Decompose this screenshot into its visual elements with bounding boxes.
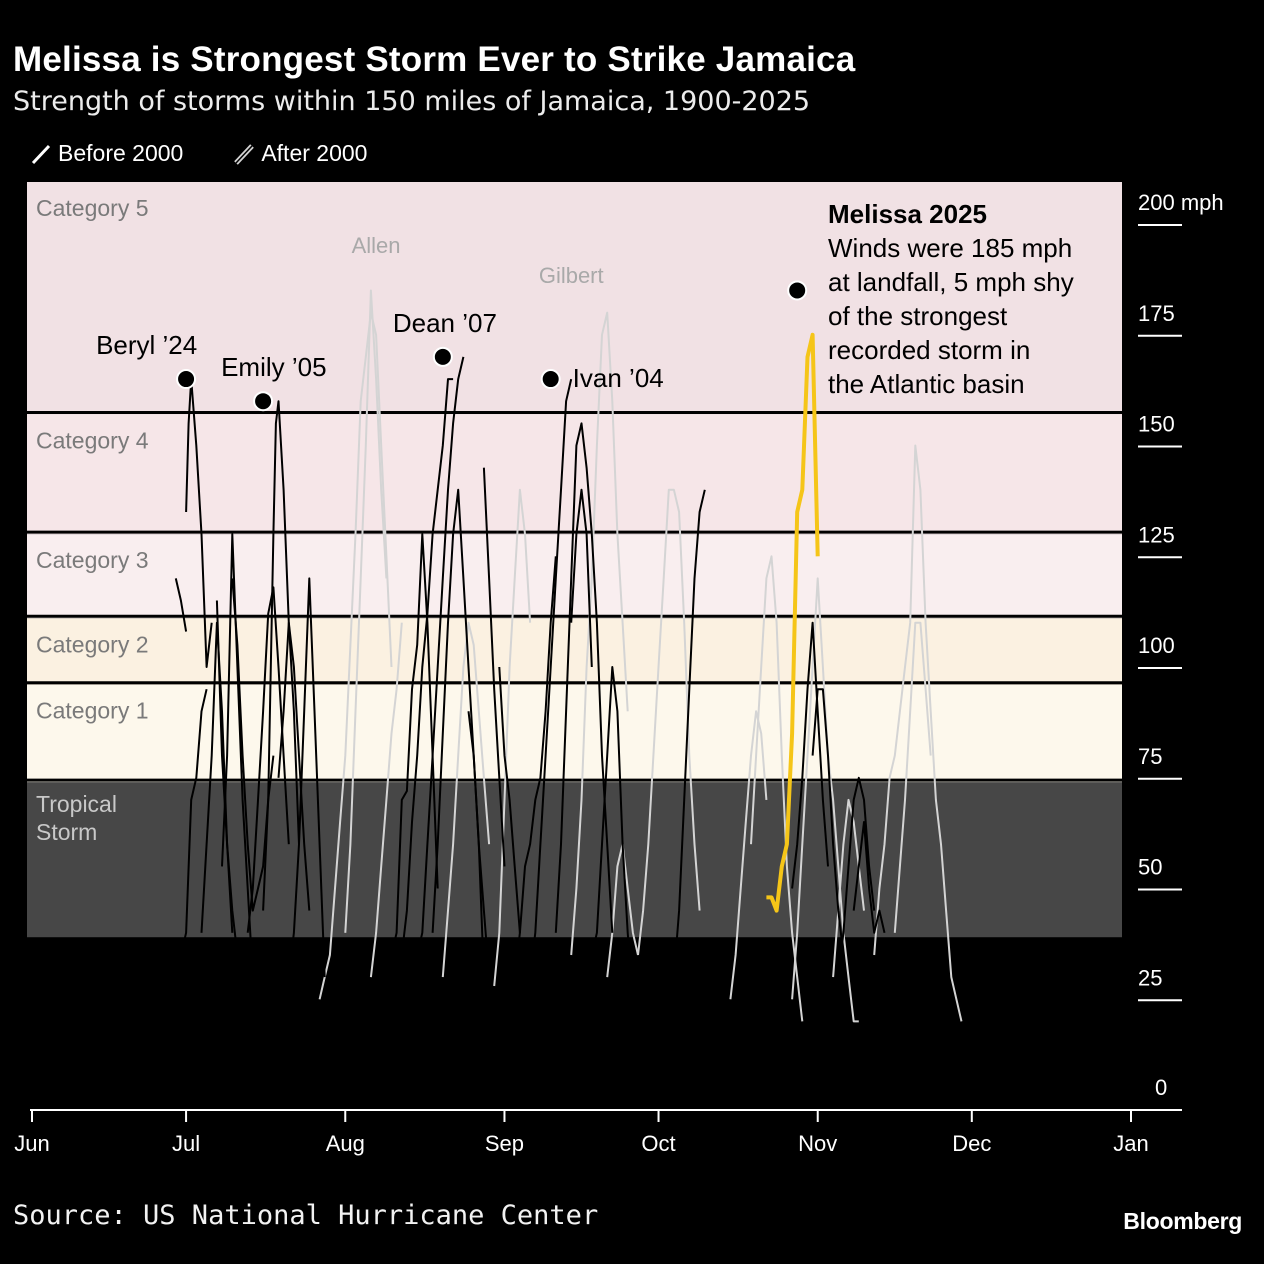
storm-track-before-2000 (852, 821, 886, 934)
band-label-word: Storm (36, 819, 97, 845)
storm-track-before-2000 (570, 488, 593, 668)
legend-label-after: After 2000 (261, 140, 368, 166)
y-tick-label: 175 (1138, 301, 1175, 326)
storm-track-before-2000 (236, 976, 274, 1076)
storm-track-before-2000 (287, 577, 326, 978)
x-tick-label: Dec (952, 1131, 991, 1156)
band-label: Category 1 (36, 698, 149, 724)
annotation-line: Winds were 185 mph (828, 233, 1072, 263)
x-tick-label: Jun (14, 1131, 49, 1156)
legend-item-after: After 2000 (233, 140, 367, 167)
storm-track-after-2000 (493, 488, 532, 987)
x-tick-label: Sep (485, 1131, 524, 1156)
storm-track-before-2000 (585, 666, 634, 1000)
storm-peak-marker (787, 280, 808, 301)
faded-storm-label: Allen (352, 233, 401, 258)
storm-track-after-2000 (873, 444, 963, 1022)
brand-logo: Bloomberg (1123, 1208, 1242, 1234)
storm-track-after-2000 (570, 311, 629, 956)
storm-track-before-2000 (411, 356, 465, 978)
chart-title: Melissa is Strongest Storm Ever to Strik… (13, 40, 856, 79)
band-label: Category 5 (36, 195, 149, 221)
storm-track-before-2000 (811, 688, 845, 956)
storm-track-before-2000 (498, 666, 521, 933)
storm-track-after-2000 (637, 488, 701, 956)
y-tick-label: 75 (1138, 744, 1162, 769)
storm-track-before-2000 (179, 688, 208, 956)
annotation-line: at landfall, 5 mph shy (828, 267, 1074, 297)
storm-track-before-2000 (200, 621, 244, 978)
x-axis: Jun Jul Aug Sep Oct Nov Dec Jan (14, 1109, 1182, 1156)
x-tick-label: Jan (1113, 1131, 1148, 1156)
band-label: Category 4 (36, 427, 149, 453)
storm-track-after-2000 (369, 622, 403, 978)
storm-track-before-2000 (529, 378, 573, 978)
chart-subtitle: Strength of storms within 150 miles of J… (13, 86, 811, 117)
y-tick-label: 0 (1155, 1075, 1167, 1100)
legend-item-before: Before 2000 (30, 140, 183, 167)
y-tick-label: 25 (1138, 965, 1162, 990)
y-tick-label: 150 (1138, 412, 1175, 437)
storm-track-after-2000 (344, 289, 388, 933)
storm-track-before-2000 (200, 954, 212, 978)
storm-track-before-2000 (185, 378, 213, 668)
x-tick-label: Jul (172, 1131, 200, 1156)
storm-track-after-2000 (750, 555, 804, 1022)
y-tick-label: 125 (1138, 522, 1175, 547)
annotation-line: of the strongest (828, 301, 1008, 331)
band-label: Category 2 (36, 631, 149, 657)
storm-track-before-2000 (837, 776, 876, 978)
storm-label: Dean ’07 (393, 308, 497, 338)
annotation-line: recorded storm in (828, 335, 1030, 365)
y-tick-label: 100 (1138, 633, 1175, 658)
storm-track-before-2000 (554, 422, 614, 933)
band-label-word: Tropical (36, 791, 117, 817)
x-tick-label: Aug (326, 1131, 365, 1156)
storm-peak-marker (432, 346, 453, 367)
legend-swatch-before-icon (31, 144, 51, 164)
legend: Before 2000 After 2000 (30, 140, 367, 167)
band-category-5 (27, 182, 1122, 415)
storm-track-before-2000 (262, 400, 300, 911)
storm-track-after-2000 (318, 311, 393, 1000)
storm-track-before-2000 (672, 489, 706, 978)
source-note: Source: US National Hurricane Center (13, 1200, 599, 1231)
annotation-title: Melissa 2025 (828, 199, 987, 229)
x-tick-label: Nov (798, 1131, 837, 1156)
storm-track-before-2000 (482, 467, 506, 867)
annotation-line: the Atlantic basin (828, 369, 1025, 399)
storm-track-before-2000 (174, 578, 188, 632)
storm-labels: Beryl ’24 Emily ’05 Dean ’07 Ivan ’04 Allen G… (96, 199, 1074, 412)
x-tick-label: Oct (641, 1131, 675, 1156)
storm-peak-marker (253, 391, 274, 412)
storm-track-before-2000 (221, 533, 254, 978)
band-category-2 (27, 618, 1122, 685)
faded-storm-label: Gilbert (539, 263, 604, 288)
storm-track-before-2000 (513, 556, 557, 978)
band-label: Category 3 (36, 547, 149, 573)
storm-track-before-2000 (390, 533, 439, 956)
storm-track-before-2000 (400, 378, 454, 956)
y-axis: 200 mph 175 150 125 100 75 50 25 0 (1138, 190, 1224, 1100)
band-category-1 (27, 684, 1122, 783)
storm-track-before-2000 (791, 621, 829, 889)
y-tick-label: 50 (1138, 855, 1162, 880)
legend-swatch-after-icon (234, 143, 255, 165)
storm-track-after-2000 (441, 621, 491, 978)
storm-label: Emily ’05 (221, 352, 326, 382)
storm-label: Ivan ’04 (573, 363, 664, 393)
storm-track-before-2000 (277, 621, 311, 911)
legend-label-before: Before 2000 (58, 140, 184, 166)
storm-label: Beryl ’24 (96, 330, 197, 360)
y-tick-label: 200 mph (1138, 190, 1224, 215)
storm-track-melissa (766, 332, 820, 913)
storm-peak-marker (176, 369, 197, 390)
storm-tracks (174, 289, 963, 1076)
storm-track-before-2000 (467, 711, 491, 978)
storm-track-after-2000 (893, 621, 932, 933)
storm-peak-marker (540, 369, 561, 390)
storm-track-after-2000 (729, 710, 768, 1000)
